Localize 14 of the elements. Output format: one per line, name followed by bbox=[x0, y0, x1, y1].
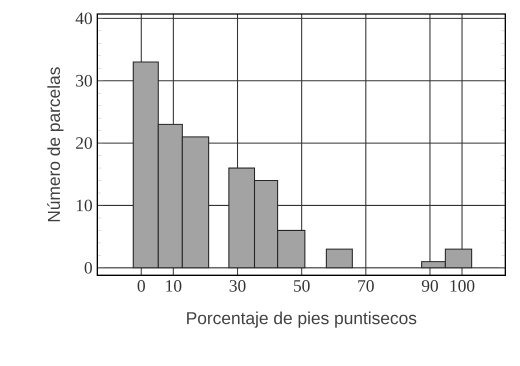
x-tick-label: 10 bbox=[166, 280, 182, 292]
x-tick-label: 30 bbox=[230, 280, 246, 292]
x-tick-label: 90 bbox=[422, 280, 438, 292]
y-tick-label: 0 bbox=[84, 262, 92, 274]
y-tick-label: 30 bbox=[76, 74, 92, 87]
y-tick-label: 20 bbox=[76, 137, 92, 149]
x-tick-label: 100 bbox=[450, 280, 474, 292]
x-tick-label: 0 bbox=[138, 280, 145, 292]
x-axis-title: Porcentaje de pies puntisecos bbox=[187, 312, 416, 328]
y-tick-label: 40 bbox=[76, 12, 92, 24]
x-tick-label: 50 bbox=[294, 280, 310, 292]
y-axis-title: Número de parcelas bbox=[47, 67, 64, 222]
y-tick-label: 10 bbox=[76, 200, 92, 212]
x-tick-label: 70 bbox=[358, 280, 374, 292]
